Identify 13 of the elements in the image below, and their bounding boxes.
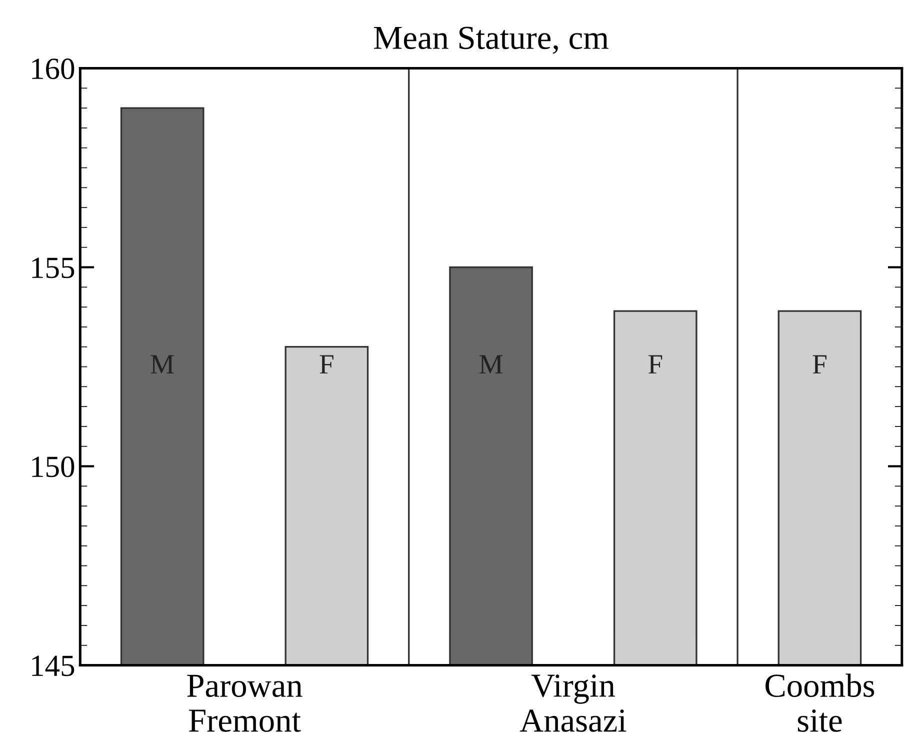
y-tick-label: 155	[32, 258, 74, 278]
text: M	[150, 355, 174, 374]
y-tick-label: 150	[32, 456, 74, 478]
x-tick-label: Virgin Anasazi	[520, 674, 626, 732]
text: F	[648, 355, 662, 374]
chart-title: Mean Stature, cm	[374, 26, 609, 54]
series-label: M	[479, 355, 503, 374]
text: F	[812, 355, 826, 374]
y-tick-label: 160	[32, 58, 74, 80]
x-tick-label: Parowan Fremont	[187, 674, 302, 732]
y-tick-label: 145	[32, 656, 74, 676]
x-tick-label: Coombs site	[766, 674, 874, 732]
series-label: F	[320, 355, 334, 374]
